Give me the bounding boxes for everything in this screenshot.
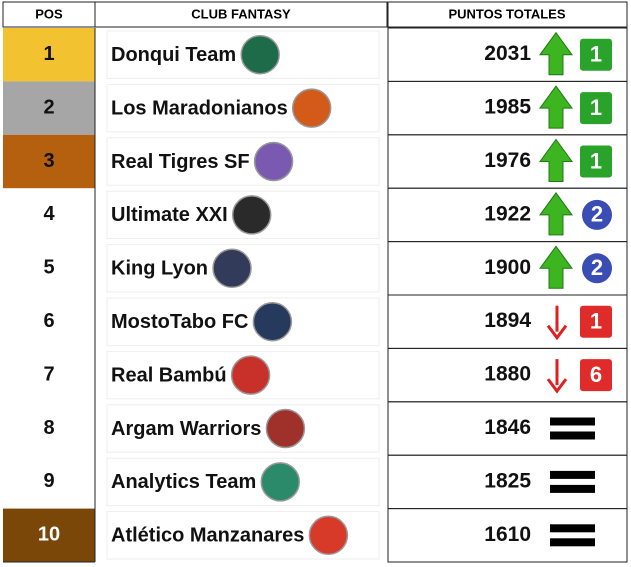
change-value: 2	[591, 202, 603, 227]
pos-cell	[3, 28, 95, 82]
equal-bar	[550, 431, 595, 440]
club-name: Ultimate XXI	[111, 204, 228, 226]
equal-bar	[550, 524, 595, 533]
change-value: 1	[590, 309, 602, 334]
club-cell	[106, 297, 380, 346]
position: 7	[43, 363, 54, 385]
club-logo	[253, 141, 294, 182]
position: 3	[43, 150, 54, 172]
points: 1825	[484, 469, 531, 492]
header-cell	[94, 1, 388, 28]
club-logo	[265, 408, 306, 449]
points: 1900	[484, 256, 531, 279]
pos-cell	[3, 508, 95, 562]
club-name: Real Bambú	[111, 364, 227, 386]
change-value: 6	[590, 362, 602, 387]
arrow-down-head	[546, 378, 568, 394]
club-logo	[252, 301, 293, 342]
position: 2	[43, 96, 54, 118]
change-badge	[580, 38, 612, 71]
points: 1976	[484, 149, 531, 172]
club-name: Atlético Manzanares	[111, 525, 304, 547]
arrow-up	[539, 245, 573, 289]
points: 1985	[484, 96, 531, 119]
arrow-down-head	[546, 324, 568, 341]
points: 1610	[484, 523, 531, 546]
header-pos: POS	[35, 6, 63, 21]
points: 1846	[484, 416, 531, 439]
change-value: 1	[590, 148, 602, 173]
arrow-up	[539, 192, 573, 236]
club-logo	[308, 515, 349, 556]
points: 1894	[484, 309, 531, 332]
position: 1	[43, 43, 54, 65]
change-badge	[580, 305, 612, 338]
pos-cell	[3, 134, 95, 189]
position: 6	[43, 310, 54, 332]
club-name: Analytics Team	[111, 471, 256, 493]
club-name: Argam Warriors	[111, 418, 261, 440]
position: 4	[43, 203, 55, 225]
club-name: Donqui Team	[111, 44, 236, 66]
equal-bar	[550, 484, 595, 493]
change-value: 2	[591, 255, 603, 280]
arrow-up	[539, 85, 573, 129]
club-logo	[240, 34, 280, 75]
club-cell	[106, 404, 380, 453]
club-cell	[106, 457, 380, 507]
club-name: King Lyon	[111, 258, 208, 280]
position: 10	[38, 524, 60, 546]
points: 1880	[484, 363, 531, 386]
club-logo	[291, 88, 332, 128]
equal-bar	[550, 470, 595, 479]
change-value: 1	[590, 42, 602, 67]
change-badge	[582, 199, 612, 230]
change-value: 1	[590, 95, 602, 120]
club-name: MostoTabo FC	[111, 311, 248, 333]
club-name: Real Tigres SF	[111, 151, 250, 173]
club-logo	[260, 462, 300, 502]
arrow-up	[539, 31, 573, 76]
arrow-up	[539, 138, 573, 182]
equal-bar	[550, 417, 595, 426]
position: 5	[43, 257, 54, 279]
points: 2031	[484, 42, 531, 65]
header-cell	[387, 1, 628, 28]
points-cell	[387, 508, 628, 563]
change-badge	[580, 92, 612, 125]
club-name: Los Maradonianos	[111, 97, 288, 119]
position: 9	[43, 470, 54, 492]
header-club: CLUB FANTASY	[191, 6, 291, 21]
change-badge	[580, 359, 612, 392]
club-logo	[231, 195, 272, 235]
club-cell	[106, 137, 380, 186]
club-cell	[106, 83, 380, 133]
change-badge	[580, 145, 612, 178]
club-logo	[212, 248, 252, 289]
club-logo	[230, 355, 271, 395]
points: 1922	[484, 202, 531, 225]
change-badge	[582, 253, 612, 284]
position: 8	[43, 417, 54, 439]
equal-bar	[550, 538, 595, 547]
pos-cell	[3, 81, 95, 135]
header-points: PUNTOS TOTALES	[448, 6, 565, 21]
